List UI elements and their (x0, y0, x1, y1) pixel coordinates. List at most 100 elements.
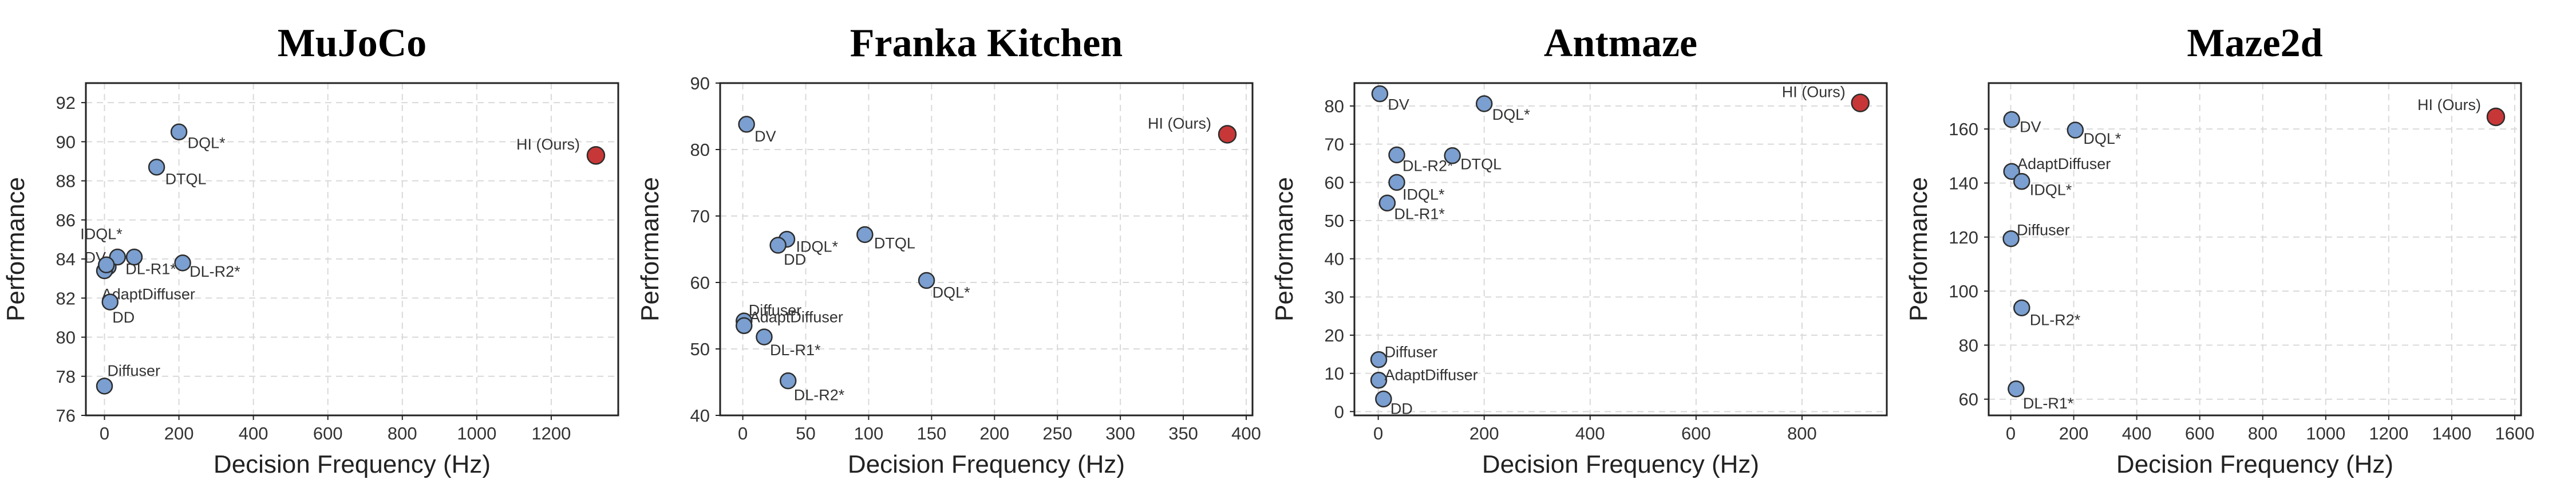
x-tick-label: 400 (1231, 423, 1261, 443)
x-axis-label: Decision Frequency (Hz) (1482, 450, 1759, 478)
data-point-hi-ours (2486, 107, 2506, 127)
y-axis-label: Performance (1270, 177, 1298, 321)
data-point-dl-r1 (2008, 380, 2025, 398)
x-tick-label: 1400 (2432, 423, 2471, 443)
chart-title: Antmaze (1544, 21, 1697, 65)
chart-panel-antmaze: 0 200 400 600 800 0 10 20 30 40 50 60 70 80 Antmaze Dec… (1270, 21, 1888, 478)
chart-panel-mujoco: 0 200 400 600 800 1000 1200 76 78 80 82 84 86 88 90 92 M… (2, 21, 619, 478)
x-tick-label: 200 (164, 423, 194, 443)
y-axis-label: Performance (1905, 177, 1933, 321)
chart-title: MuJoCo (278, 21, 427, 65)
y-tick-label: 80 (56, 328, 76, 348)
x-axis-label: Decision Frequency (Hz) (214, 450, 491, 478)
x-tick-label: 600 (2185, 423, 2215, 443)
x-tick-label: 400 (239, 423, 268, 443)
data-point-adaptdiffuser (2003, 163, 2020, 180)
data-point-dv (738, 116, 755, 133)
point-label-diffuser: Diffuser (108, 362, 161, 379)
x-tick-label: 600 (1681, 423, 1711, 443)
plot-frame (85, 82, 619, 417)
x-tick-label: 800 (2248, 423, 2278, 443)
data-point-hi-ours (1218, 125, 1237, 144)
x-tick-label: 1000 (2306, 423, 2345, 443)
x-tick-label: 200 (2059, 423, 2089, 443)
data-point-dql (2067, 121, 2084, 139)
data-point-unlabeled-7 (125, 248, 143, 266)
point-label-idql: IDQL* (2030, 182, 2072, 199)
data-point-dl-r2 (2013, 299, 2030, 317)
y-tick-label: 10 (1325, 364, 1344, 384)
data-point-dl-r2 (779, 372, 797, 390)
x-tick-label: 0 (100, 423, 109, 443)
y-tick-label: 90 (690, 73, 710, 93)
chart-title: Maze2d (2187, 21, 2322, 65)
data-point-dl-r1 (1378, 194, 1396, 212)
data-point-dv (1371, 85, 1389, 103)
point-label-dql: DQL* (933, 284, 971, 301)
chart-title: Franka Kitchen (850, 21, 1123, 65)
y-tick-label: 88 (56, 171, 76, 191)
x-tick-label: 1200 (2369, 423, 2408, 443)
data-point-dd (101, 293, 119, 311)
y-tick-label: 82 (56, 288, 76, 308)
y-tick-label: 160 (1949, 119, 1978, 139)
data-point-dql (170, 123, 188, 141)
chart-panel-maze2d: 0 200 400 600 800 1000 1200 1400 1600 60 80 100 120 1… (1905, 21, 2534, 478)
x-tick-label: 0 (1373, 423, 1383, 443)
x-tick-label: 50 (796, 423, 815, 443)
x-tick-label: 150 (916, 423, 946, 443)
point-label-dql: DQL* (188, 134, 226, 151)
point-label-idql: IDQL* (1402, 186, 1445, 203)
point-label-dl-r2: DL-R2* (1402, 157, 1453, 174)
chart-panel-franka-kitchen: 0 50 100 150 200 250 300 350 400 40 50 60 70 80 90 Fran… (636, 21, 1261, 478)
data-point-diffuser (2002, 230, 2020, 248)
point-label-dd: DD (784, 251, 806, 268)
y-tick-label: 20 (1325, 325, 1344, 345)
point-label-dtql: DTQL (1460, 156, 1502, 173)
data-point-dl-r1 (756, 328, 773, 345)
y-tick-label: 70 (1325, 135, 1344, 155)
point-label-diffuser: Diffuser (1385, 344, 1438, 361)
y-tick-label: 0 (1334, 402, 1344, 422)
y-tick-label: 30 (1325, 287, 1344, 307)
point-label-dl-r2: DL-R2* (794, 387, 845, 404)
x-axis-label: Decision Frequency (Hz) (2116, 450, 2393, 478)
x-tick-label: 350 (1168, 423, 1198, 443)
point-label-diffuser: Diffuser (749, 301, 802, 319)
point-label-adaptdiffuser: AdaptDiffuser (2017, 155, 2111, 172)
point-label-idql: IDQL* (80, 226, 123, 243)
y-tick-label: 120 (1949, 227, 1978, 248)
point-label-diffuser: Diffuser (2017, 222, 2070, 239)
y-tick-label: 60 (1325, 172, 1344, 193)
data-point-dd (1375, 390, 1392, 408)
x-axis-label: Decision Frequency (Hz) (848, 450, 1125, 478)
y-tick-label: 80 (690, 140, 710, 160)
y-tick-label: 92 (56, 93, 76, 113)
y-tick-label: 50 (1325, 211, 1344, 231)
x-tick-label: 1200 (531, 423, 571, 443)
data-point-hi-ours (586, 146, 606, 165)
data-point-dl-r2 (1388, 146, 1405, 164)
y-tick-label: 50 (690, 339, 710, 359)
data-point-dtql (1444, 147, 1461, 164)
x-tick-label: 0 (738, 423, 748, 443)
data-point-dl-r2 (174, 254, 191, 272)
x-tick-label: 200 (1469, 423, 1499, 443)
y-tick-label: 76 (56, 406, 76, 426)
point-label-dtql: DTQL (874, 234, 915, 252)
data-point-dd (769, 237, 787, 254)
point-label-dl-r2: DL-R2* (189, 263, 240, 280)
point-label-dl-r1: DL-R1* (1394, 205, 1445, 222)
point-label-dd: DD (112, 309, 135, 326)
point-label-dv: DV (2020, 119, 2041, 136)
plot-frame (1988, 82, 2522, 417)
point-label-dql: DQL* (1492, 106, 1531, 123)
data-point-dql (918, 272, 935, 289)
point-label-hi-ours: HI (Ours) (1782, 84, 1846, 101)
data-point-hi-ours (1851, 93, 1870, 112)
x-tick-label: 1000 (457, 423, 496, 443)
y-tick-label: 70 (690, 206, 710, 226)
y-tick-label: 78 (56, 367, 76, 387)
point-label-dl-r1: DL-R1* (2023, 395, 2074, 412)
